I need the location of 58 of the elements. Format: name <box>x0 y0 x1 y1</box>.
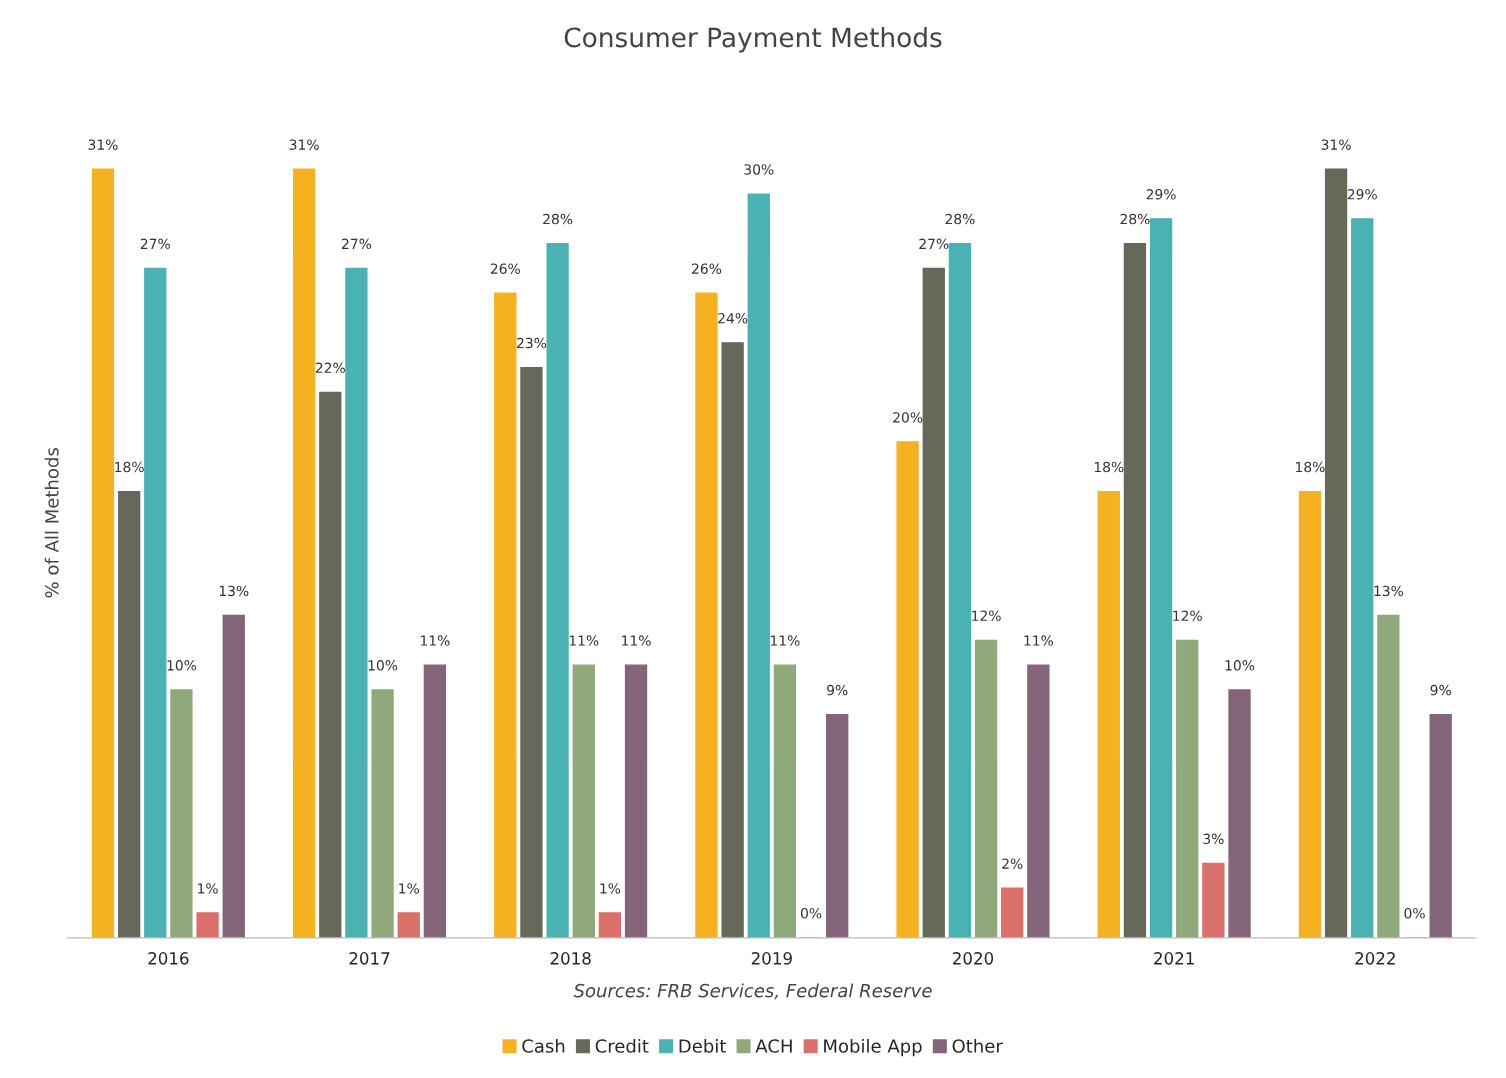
data-label: 13% <box>219 585 249 597</box>
x-tick-label: 2019 <box>751 952 792 965</box>
data-label: 27% <box>919 238 949 250</box>
data-label: 9% <box>827 684 848 696</box>
data-label: 18% <box>1094 461 1124 473</box>
data-label: 29% <box>1146 189 1176 200</box>
data-label: 11% <box>420 635 450 646</box>
data-label: 11% <box>770 635 800 646</box>
legend-label: Other <box>952 1038 1003 1053</box>
y-axis-title: % of All Methods <box>44 448 59 598</box>
data-label: 10% <box>368 660 398 671</box>
data-label: 22% <box>315 362 345 374</box>
data-label: 31% <box>1321 139 1351 150</box>
x-tick-label: 2020 <box>953 952 994 965</box>
legend-label: Cash <box>522 1038 565 1053</box>
x-tick-label: 2022 <box>1355 952 1395 965</box>
data-label: 31% <box>289 139 319 150</box>
data-label: 11% <box>1024 635 1054 646</box>
data-label: 1% <box>198 883 218 894</box>
legend-label: ACH <box>755 1039 792 1053</box>
data-label: 30% <box>744 164 774 175</box>
x-tick-label: 2018 <box>550 952 591 965</box>
data-label: 23% <box>517 337 547 349</box>
data-label: 9% <box>1430 684 1451 696</box>
data-label: 28% <box>1120 213 1150 225</box>
data-label: 27% <box>140 238 170 250</box>
data-label: 13% <box>1374 585 1404 597</box>
data-label: 0% <box>800 908 822 919</box>
chart-title: Consumer Payment Methods <box>564 26 942 53</box>
data-label: 26% <box>490 263 520 274</box>
data-label: 10% <box>1225 660 1255 671</box>
data-label: 11% <box>569 635 599 646</box>
data-label: 11% <box>622 635 651 646</box>
data-label: 18% <box>115 461 144 473</box>
data-label: 24% <box>718 312 748 324</box>
data-label: 12% <box>972 610 1001 621</box>
legend-label: Mobile App <box>824 1038 922 1057</box>
data-label: 12% <box>1173 610 1202 621</box>
data-label: 18% <box>1296 461 1325 473</box>
data-label: 1% <box>600 883 621 894</box>
data-label: 20% <box>893 412 923 423</box>
data-label: 31% <box>88 139 118 150</box>
data-label: 3% <box>1203 833 1224 845</box>
legend-label: Debit <box>679 1038 726 1053</box>
x-tick-label: 2016 <box>148 952 189 965</box>
x-tick-label: 2017 <box>349 952 390 965</box>
data-label: 27% <box>342 238 372 250</box>
data-label: 10% <box>167 660 197 671</box>
data-label: 2% <box>1002 858 1023 869</box>
legend-label: Credit <box>595 1038 649 1053</box>
data-label: 29% <box>1347 189 1377 200</box>
data-label: 1% <box>399 883 419 894</box>
data-label: 28% <box>543 213 573 225</box>
source-note: Sources: FRB Services, Federal Reserve <box>573 983 932 1000</box>
x-tick-label: 2021 <box>1154 952 1194 965</box>
data-label: 0% <box>1404 908 1425 919</box>
data-label: 26% <box>692 263 722 274</box>
data-label: 28% <box>945 213 975 225</box>
